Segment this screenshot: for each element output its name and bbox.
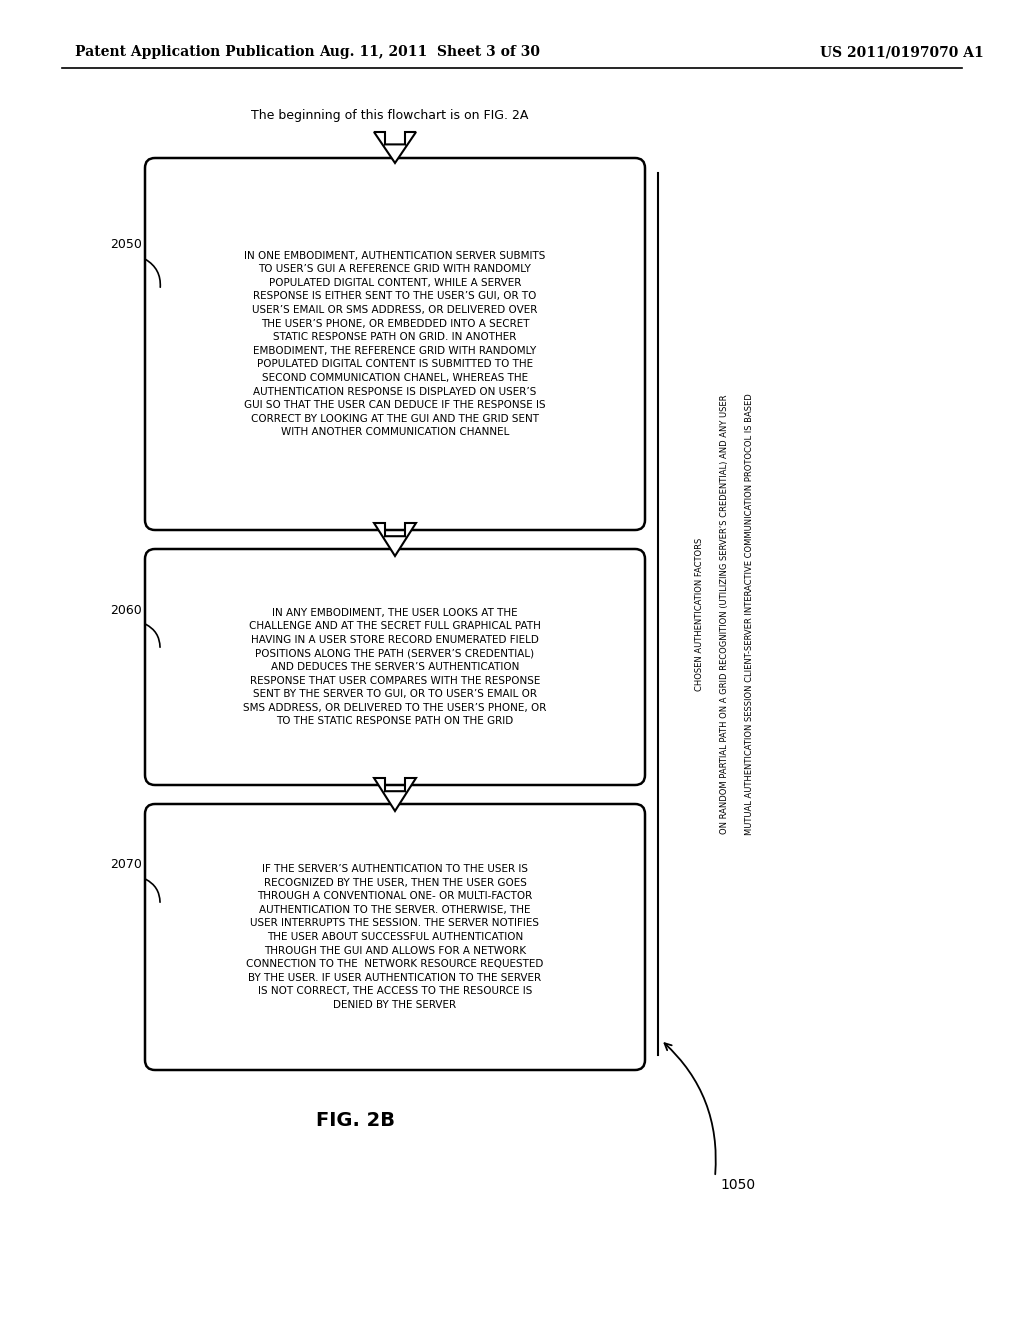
Text: 2060: 2060	[111, 603, 142, 616]
Text: 1050: 1050	[720, 1177, 755, 1192]
Text: MUTUAL AUTHENTICATION SESSION CLIENT-SERVER INTERACTIVE COMMUNICATION PROTOCOL I: MUTUAL AUTHENTICATION SESSION CLIENT-SER…	[745, 393, 755, 834]
Text: FIG. 2B: FIG. 2B	[315, 1110, 394, 1130]
Text: 2070: 2070	[111, 858, 142, 871]
Text: Patent Application Publication: Patent Application Publication	[75, 45, 314, 59]
FancyArrowPatch shape	[145, 879, 160, 903]
Text: IF THE SERVER’S AUTHENTICATION TO THE USER IS
RECOGNIZED BY THE USER, THEN THE U: IF THE SERVER’S AUTHENTICATION TO THE US…	[247, 865, 544, 1010]
FancyArrowPatch shape	[665, 1043, 716, 1175]
Text: IN ANY EMBODIMENT, THE USER LOOKS AT THE
CHALLENGE AND AT THE SECRET FULL GRAPHI: IN ANY EMBODIMENT, THE USER LOOKS AT THE…	[244, 607, 547, 726]
Polygon shape	[374, 132, 416, 162]
Text: CHOSEN AUTHENTICATION FACTORS: CHOSEN AUTHENTICATION FACTORS	[695, 537, 705, 690]
Polygon shape	[374, 523, 416, 556]
FancyArrowPatch shape	[145, 259, 161, 288]
FancyBboxPatch shape	[145, 158, 645, 531]
FancyBboxPatch shape	[145, 549, 645, 785]
Text: IN ONE EMBODIMENT, AUTHENTICATION SERVER SUBMITS
TO USER’S GUI A REFERENCE GRID : IN ONE EMBODIMENT, AUTHENTICATION SERVER…	[244, 251, 546, 437]
Text: 2050: 2050	[111, 239, 142, 252]
FancyBboxPatch shape	[145, 804, 645, 1071]
Text: The beginning of this flowchart is on FIG. 2A: The beginning of this flowchart is on FI…	[251, 108, 528, 121]
Polygon shape	[374, 777, 416, 810]
Text: Aug. 11, 2011  Sheet 3 of 30: Aug. 11, 2011 Sheet 3 of 30	[319, 45, 541, 59]
FancyArrowPatch shape	[145, 624, 160, 647]
Text: ON RANDOM PARTIAL PATH ON A GRID RECOGNITION (UTILIZING SERVER’S CREDENTIAL) AND: ON RANDOM PARTIAL PATH ON A GRID RECOGNI…	[721, 395, 729, 834]
Text: US 2011/0197070 A1: US 2011/0197070 A1	[820, 45, 984, 59]
